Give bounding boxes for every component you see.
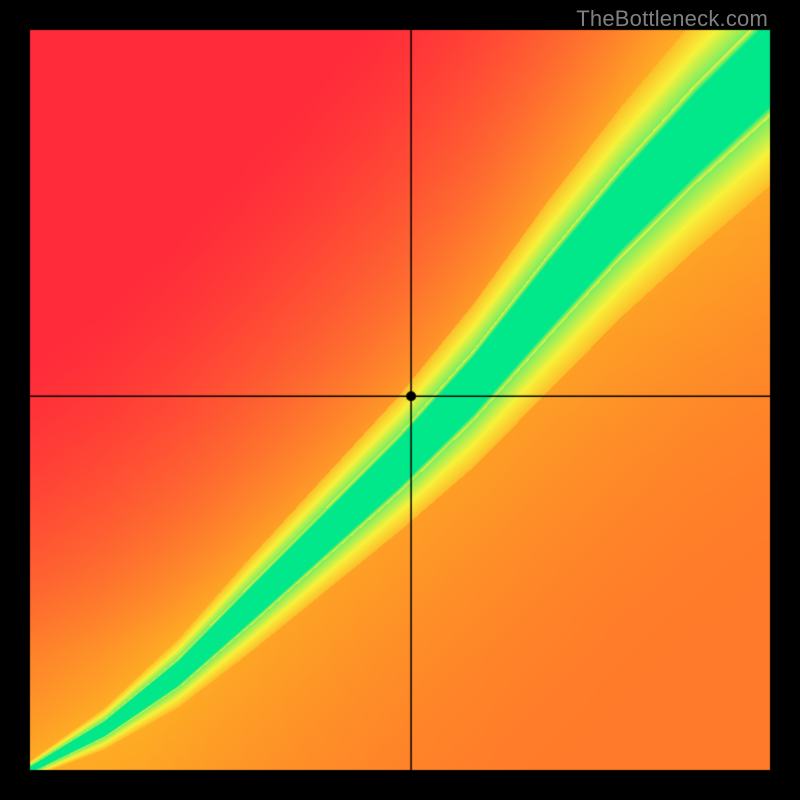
watermark-text: TheBottleneck.com <box>576 6 768 32</box>
heatmap-canvas <box>0 0 800 800</box>
chart-container: TheBottleneck.com <box>0 0 800 800</box>
